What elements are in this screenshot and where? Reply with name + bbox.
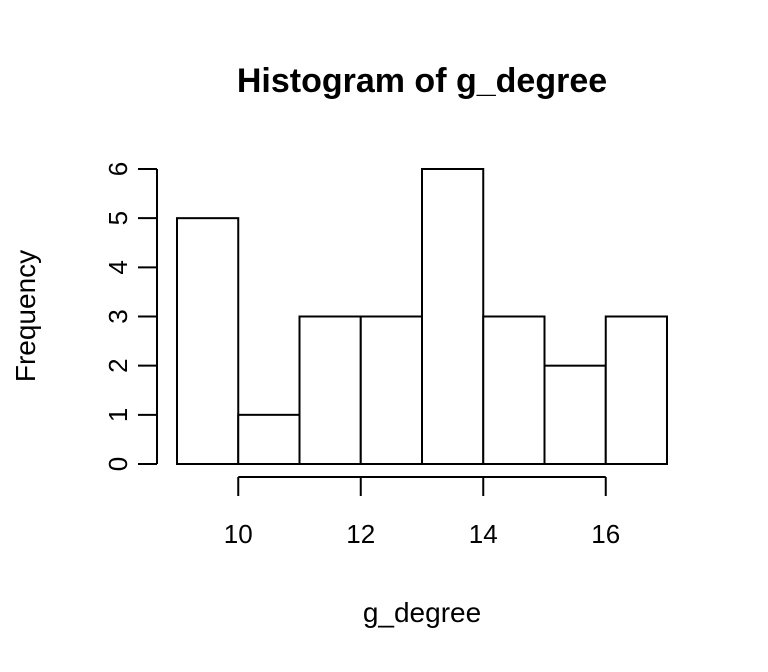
histogram-bar <box>298 315 362 465</box>
histogram-bar <box>543 364 607 465</box>
y-axis-label: Frequency <box>10 250 41 382</box>
x-tick-label: 14 <box>469 519 498 549</box>
y-tick-label: 0 <box>103 457 133 471</box>
y-tick-label: 6 <box>103 162 133 176</box>
bars-group <box>176 168 668 466</box>
chart-title: Histogram of g_degree <box>237 62 607 100</box>
histogram-bar <box>176 217 240 465</box>
y-tick-label: 4 <box>103 260 133 274</box>
y-axis: 0 1 2 3 4 5 6 <box>103 162 158 471</box>
histogram-bar <box>482 315 546 465</box>
histogram-bar <box>421 168 485 465</box>
y-tick-label: 5 <box>103 211 133 225</box>
x-tick-label: 16 <box>591 519 620 549</box>
histogram-bar <box>604 315 668 465</box>
y-tick-label: 2 <box>103 358 133 372</box>
y-tick-label: 1 <box>103 408 133 422</box>
y-tick-label: 3 <box>103 309 133 323</box>
histogram-bar <box>237 413 301 466</box>
x-axis-label: g_degree <box>363 597 481 628</box>
x-axis: 10 12 14 16 <box>224 476 620 549</box>
histogram-bar <box>359 315 423 465</box>
x-tick-label: 10 <box>224 519 253 549</box>
x-tick-label: 12 <box>346 519 375 549</box>
